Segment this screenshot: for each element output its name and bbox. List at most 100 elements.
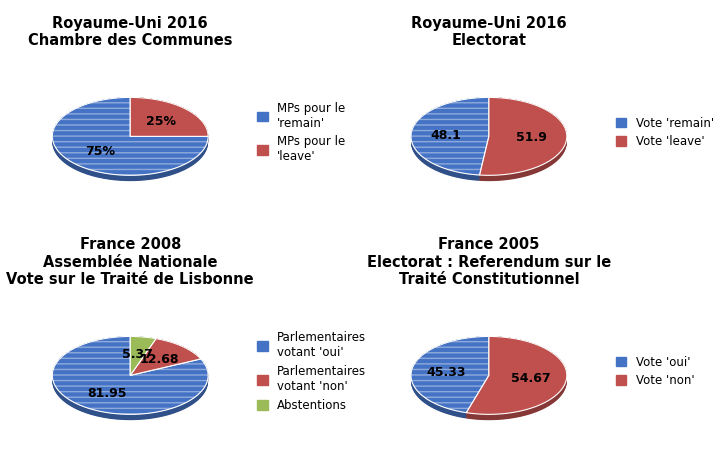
Polygon shape <box>411 336 489 418</box>
Polygon shape <box>480 98 567 180</box>
Polygon shape <box>480 98 567 178</box>
Polygon shape <box>52 98 209 176</box>
Polygon shape <box>156 339 201 360</box>
Polygon shape <box>480 98 567 179</box>
Legend: Parlementaires
votant 'oui', Parlementaires
votant 'non', Abstentions: Parlementaires votant 'oui', Parlementai… <box>256 330 367 413</box>
Polygon shape <box>480 98 567 177</box>
Polygon shape <box>480 98 567 175</box>
Polygon shape <box>130 336 156 340</box>
Polygon shape <box>411 336 489 415</box>
Polygon shape <box>411 98 489 176</box>
Polygon shape <box>130 98 209 141</box>
Polygon shape <box>411 98 489 177</box>
Polygon shape <box>480 98 567 176</box>
Polygon shape <box>411 336 489 415</box>
Polygon shape <box>156 339 201 361</box>
Polygon shape <box>130 336 156 341</box>
Title: France 2008
Assemblée Nationale
Vote sur le Traité de Lisbonne: France 2008 Assemblée Nationale Vote sur… <box>6 237 254 287</box>
Polygon shape <box>52 336 209 420</box>
Polygon shape <box>411 336 489 417</box>
Polygon shape <box>480 98 567 181</box>
Polygon shape <box>52 336 209 418</box>
Polygon shape <box>130 98 209 138</box>
Polygon shape <box>52 98 209 175</box>
Polygon shape <box>467 336 567 418</box>
Polygon shape <box>52 336 209 415</box>
Polygon shape <box>130 336 156 341</box>
Polygon shape <box>156 339 201 364</box>
Text: 48.1: 48.1 <box>431 129 462 142</box>
Polygon shape <box>467 336 567 420</box>
Polygon shape <box>52 98 209 178</box>
Text: 75%: 75% <box>85 145 115 158</box>
Polygon shape <box>467 336 567 417</box>
Polygon shape <box>130 98 209 137</box>
Title: Royaume-Uni 2016
Chambre des Communes: Royaume-Uni 2016 Chambre des Communes <box>28 15 232 48</box>
Polygon shape <box>411 98 489 175</box>
Polygon shape <box>130 336 156 343</box>
Polygon shape <box>156 339 201 361</box>
Polygon shape <box>130 336 156 343</box>
Polygon shape <box>130 336 156 344</box>
Polygon shape <box>467 336 567 416</box>
Polygon shape <box>52 98 209 178</box>
Text: 12.68: 12.68 <box>139 353 179 366</box>
Legend: Vote 'remain', Vote 'leave': Vote 'remain', Vote 'leave' <box>615 115 715 150</box>
Text: 54.67: 54.67 <box>511 372 551 385</box>
Polygon shape <box>52 98 209 180</box>
Text: 25%: 25% <box>145 115 175 128</box>
Text: 81.95: 81.95 <box>88 387 127 400</box>
Polygon shape <box>411 98 489 177</box>
Polygon shape <box>52 336 209 417</box>
Polygon shape <box>411 98 489 175</box>
Polygon shape <box>52 336 209 416</box>
Legend: MPs pour le
'remain', MPs pour le
'leave': MPs pour le 'remain', MPs pour le 'leave… <box>256 100 347 165</box>
Polygon shape <box>52 98 209 181</box>
Polygon shape <box>52 98 209 180</box>
Polygon shape <box>411 336 489 414</box>
Polygon shape <box>411 336 489 413</box>
Polygon shape <box>411 98 489 180</box>
Polygon shape <box>480 98 567 178</box>
Polygon shape <box>130 98 209 142</box>
Polygon shape <box>467 336 567 415</box>
Polygon shape <box>480 98 567 176</box>
Title: France 2005
Electorat : Referendum sur le
Traité Constitutionnel: France 2005 Electorat : Referendum sur l… <box>367 237 611 287</box>
Polygon shape <box>411 336 489 416</box>
Polygon shape <box>480 98 567 180</box>
Polygon shape <box>130 336 156 342</box>
Polygon shape <box>52 98 209 181</box>
Polygon shape <box>156 339 201 362</box>
Polygon shape <box>467 336 567 419</box>
Polygon shape <box>52 98 209 177</box>
Polygon shape <box>52 336 209 418</box>
Polygon shape <box>52 336 209 419</box>
Polygon shape <box>156 339 201 363</box>
Polygon shape <box>130 98 209 137</box>
Polygon shape <box>52 98 209 176</box>
Polygon shape <box>130 336 156 375</box>
Polygon shape <box>156 339 201 363</box>
Polygon shape <box>52 336 209 420</box>
Polygon shape <box>411 98 489 179</box>
Polygon shape <box>156 339 201 360</box>
Polygon shape <box>411 98 489 180</box>
Polygon shape <box>411 336 489 418</box>
Polygon shape <box>130 336 156 340</box>
Polygon shape <box>411 98 489 179</box>
Polygon shape <box>130 98 209 140</box>
Polygon shape <box>130 336 156 344</box>
Polygon shape <box>467 336 567 416</box>
Text: 51.9: 51.9 <box>516 131 547 144</box>
Polygon shape <box>130 98 209 139</box>
Text: 5.37: 5.37 <box>122 348 153 361</box>
Polygon shape <box>467 336 567 414</box>
Polygon shape <box>480 98 567 181</box>
Polygon shape <box>411 98 489 181</box>
Polygon shape <box>130 98 209 136</box>
Polygon shape <box>130 98 209 142</box>
Polygon shape <box>52 336 209 416</box>
Polygon shape <box>52 336 208 414</box>
Legend: Vote 'oui', Vote 'non': Vote 'oui', Vote 'non' <box>615 355 695 389</box>
Polygon shape <box>130 98 209 140</box>
